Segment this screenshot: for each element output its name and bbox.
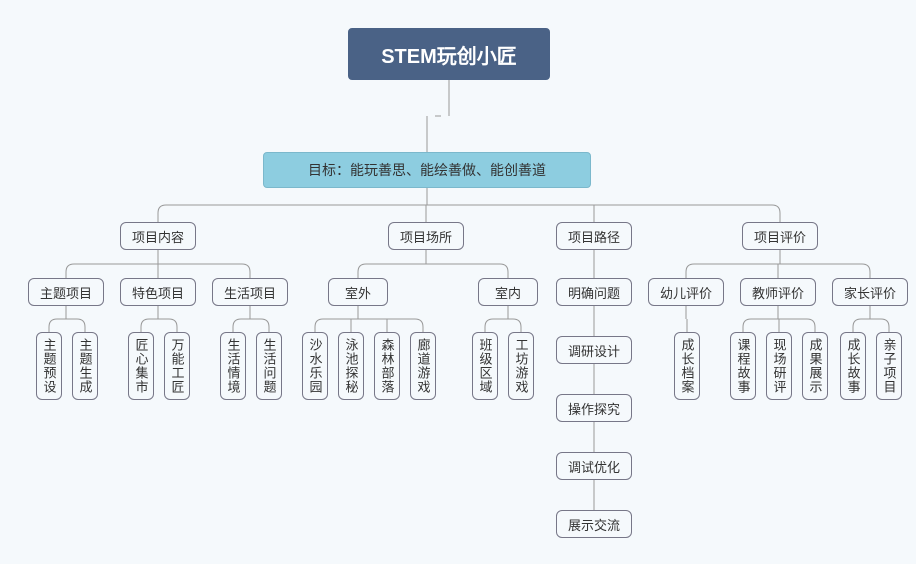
leaf-content-0-1: 主题生成 (72, 332, 98, 400)
branch-path: 项目路径 (556, 222, 632, 250)
leaf-eval-1-1: 现场研评 (766, 332, 792, 400)
path-step-0: 明确问题 (556, 278, 632, 306)
leaf-content-1-0: 匠心集市 (128, 332, 154, 400)
leaf-place-1-0: 班级区域 (472, 332, 498, 400)
leaf-eval-1-0: 课程故事 (730, 332, 756, 400)
branch-eval: 项目评价 (742, 222, 818, 250)
leaf-content-2-1: 生活问题 (256, 332, 282, 400)
leaf-eval-2-0: 成长故事 (840, 332, 866, 400)
content-sub-0: 主题项目 (28, 278, 104, 306)
path-step-4: 展示交流 (556, 510, 632, 538)
eval-sub-2: 家长评价 (832, 278, 908, 306)
content-sub-2: 生活项目 (212, 278, 288, 306)
content-sub-1: 特色项目 (120, 278, 196, 306)
leaf-place-0-1: 泳池探秘 (338, 332, 364, 400)
goal-node: 目标：能玩善思、能绘善做、能创善道 (263, 152, 591, 188)
leaf-eval-0-0: 成长档案 (674, 332, 700, 400)
path-step-2: 操作探究 (556, 394, 632, 422)
leaf-place-0-2: 森林部落 (374, 332, 400, 400)
place-sub-0: 室外 (328, 278, 388, 306)
leaf-eval-1-2: 成果展示 (802, 332, 828, 400)
leaf-place-1-1: 工坊游戏 (508, 332, 534, 400)
leaf-content-2-0: 生活情境 (220, 332, 246, 400)
root-node: STEM玩创小匠 (348, 28, 550, 80)
branch-content: 项目内容 (120, 222, 196, 250)
eval-sub-0: 幼儿评价 (648, 278, 724, 306)
eval-sub-1: 教师评价 (740, 278, 816, 306)
leaf-place-0-3: 廊道游戏 (410, 332, 436, 400)
leaf-place-0-0: 沙水乐园 (302, 332, 328, 400)
leaf-eval-2-1: 亲子项目 (876, 332, 902, 400)
branch-place: 项目场所 (388, 222, 464, 250)
place-sub-1: 室内 (478, 278, 538, 306)
path-step-1: 调研设计 (556, 336, 632, 364)
path-step-3: 调试优化 (556, 452, 632, 480)
leaf-content-1-1: 万能工匠 (164, 332, 190, 400)
leaf-content-0-0: 主题预设 (36, 332, 62, 400)
